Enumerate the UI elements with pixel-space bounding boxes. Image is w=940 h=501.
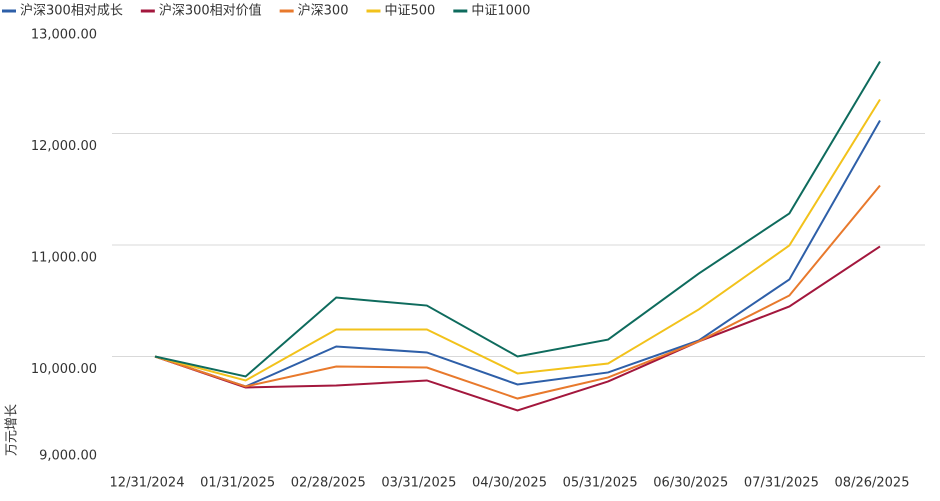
legend-label: 沪深300 bbox=[298, 3, 349, 19]
x-tick-label: 12/31/2024 bbox=[110, 476, 185, 491]
series-line bbox=[154, 119, 881, 388]
series-line bbox=[154, 60, 881, 378]
series-line bbox=[154, 184, 881, 400]
x-tick-label: 03/31/2025 bbox=[381, 476, 456, 491]
x-tick-label: 07/31/2025 bbox=[744, 476, 819, 491]
x-tick-label: 06/30/2025 bbox=[653, 476, 728, 491]
y-tick-label: 9,000.00 bbox=[39, 449, 97, 464]
y-tick-label: 11,000.00 bbox=[31, 251, 97, 266]
series-line bbox=[154, 98, 881, 382]
x-tick-label: 01/31/2025 bbox=[200, 476, 275, 491]
y-tick-label: 12,000.00 bbox=[31, 139, 97, 154]
series-line bbox=[154, 245, 881, 412]
y-tick-label: 10,000.00 bbox=[31, 362, 97, 377]
legend-label: 中证500 bbox=[384, 4, 435, 19]
x-tick-label: 04/30/2025 bbox=[472, 476, 547, 491]
y-axis-label: 万元增长 bbox=[5, 404, 20, 456]
x-tick-label: 05/31/2025 bbox=[563, 476, 638, 491]
x-tick-label: 08/26/2025 bbox=[835, 476, 910, 491]
legend-label: 沪深300相对价值 bbox=[159, 3, 262, 19]
x-tick-label: 02/28/2025 bbox=[291, 476, 366, 491]
legend-label: 中证1000 bbox=[471, 4, 530, 19]
legend-label: 沪深300相对成长 bbox=[20, 3, 123, 19]
y-tick-label: 13,000.00 bbox=[31, 28, 97, 43]
